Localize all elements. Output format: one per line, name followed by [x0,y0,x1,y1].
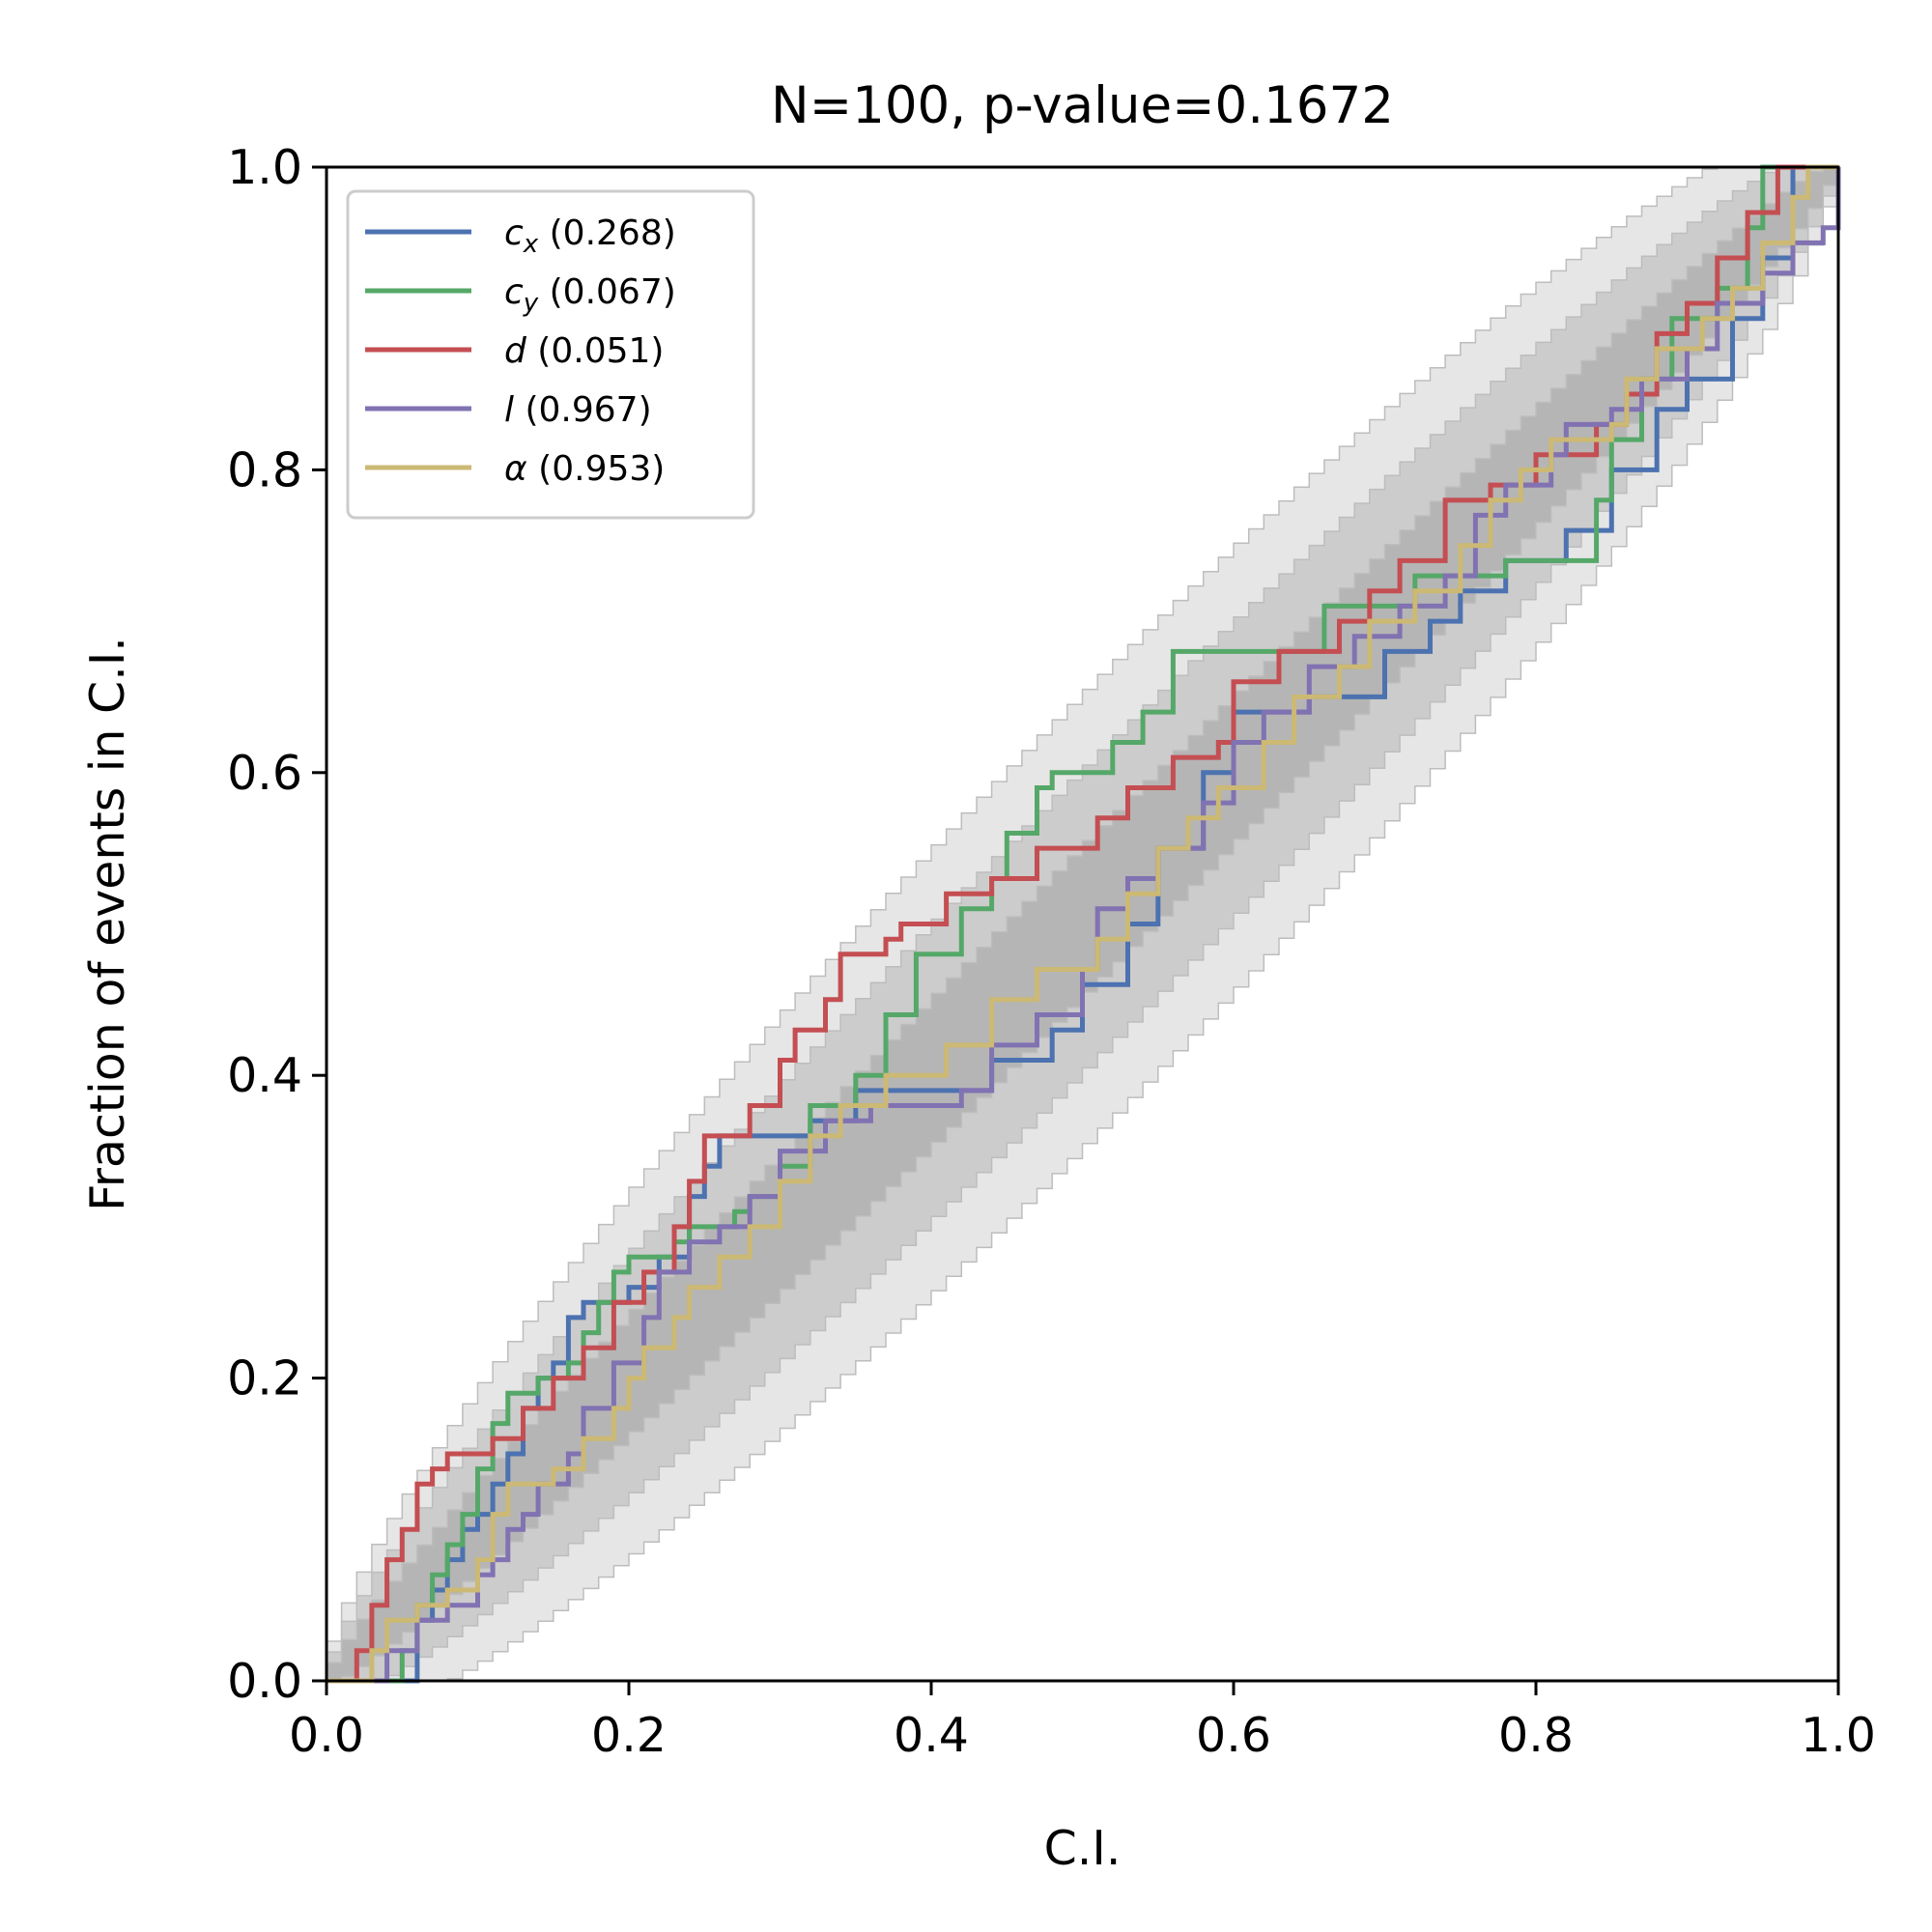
chart-title: N=100, p-value=0.1672 [771,76,1394,135]
legend-symbol: c [504,272,524,312]
y-tick-label: 0.4 [227,1048,302,1103]
legend: cx (0.268)cy (0.067)d (0.051)l (0.967)α … [346,189,755,520]
series-line-3 [327,167,1841,1684]
legend-score: (0.953) [527,449,666,489]
y-axis-ticks: 0.0 0.2 0.4 0.6 0.8 1.0 [227,140,327,1709]
legend-box [346,189,755,520]
legend-subscript: x [523,230,539,259]
series-lines [327,164,1841,1684]
legend-symbol: d [504,331,527,371]
legend-symbol: l [504,390,514,430]
legend-item: l (0.967) [365,390,652,430]
x-axis-ticks: 0.0 0.2 0.4 0.6 0.8 1.0 [289,1681,1876,1763]
y-tick-label: 0.6 [227,746,302,801]
series-line-4 [327,164,1838,1684]
legend-label: d (0.051) [504,331,664,371]
legend-score: (0.967) [514,390,652,430]
legend-item: cy (0.067) [365,272,676,318]
y-tick-label: 1.0 [227,140,302,195]
legend-label: cx (0.268) [504,213,676,259]
x-axis-label: C.I. [1044,1821,1122,1876]
y-tick-label: 0.0 [227,1654,302,1709]
legend-item: cx (0.268) [365,213,676,259]
series-line-0 [327,164,1838,1684]
legend-subscript: y [523,289,539,318]
x-tick-label: 0.0 [289,1708,364,1763]
series-line-2 [327,164,1838,1684]
legend-item: d (0.051) [365,331,664,371]
legend-symbol: c [504,213,524,253]
legend-label: cy (0.067) [504,272,676,318]
plot-frame [325,165,1840,1683]
legend-score: (0.067) [538,272,676,312]
x-tick-label: 0.8 [1498,1708,1574,1763]
x-tick-label: 0.4 [894,1708,969,1763]
legend-label: α (0.953) [504,449,665,489]
legend-symbol: α [504,449,527,489]
legend-item: α (0.953) [365,449,665,489]
x-tick-label: 1.0 [1801,1708,1876,1763]
y-tick-label: 0.8 [227,442,302,497]
x-tick-label: 0.6 [1196,1708,1271,1763]
legend-label: l (0.967) [504,390,652,430]
legend-score: (0.268) [538,213,676,253]
y-axis-label: Fraction of events in C.I. [80,637,135,1211]
legend-score: (0.051) [526,331,665,371]
x-tick-label: 0.2 [591,1708,667,1763]
y-tick-label: 0.2 [227,1351,302,1406]
